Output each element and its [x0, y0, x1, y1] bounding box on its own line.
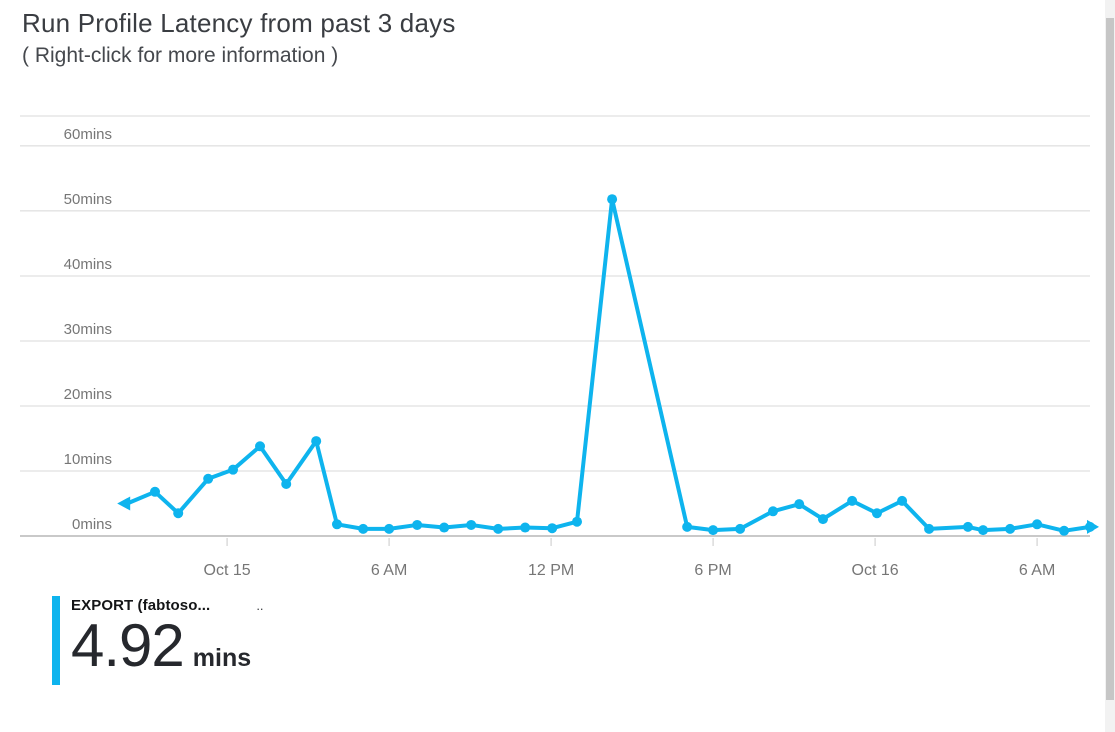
data-point-marker — [871, 508, 882, 519]
data-point-marker — [607, 194, 618, 205]
card-value: 4.92 — [71, 612, 185, 679]
y-axis-tick-label: 50mins — [64, 191, 112, 208]
card-body: EXPORT (fabtoso... .. 4.92 mins — [60, 596, 264, 685]
x-axis-tick-label: 6 AM — [371, 562, 407, 579]
data-point-marker — [149, 486, 160, 497]
data-point-marker — [203, 473, 214, 484]
metric-card[interactable]: EXPORT (fabtoso... .. 4.92 mins — [52, 596, 264, 685]
y-axis-tick-label: 40mins — [64, 256, 112, 273]
data-point-marker — [572, 516, 583, 527]
series-start-arrow-icon — [117, 496, 131, 511]
data-point-marker — [847, 495, 858, 506]
card-accent-bar — [52, 596, 60, 685]
data-point-marker — [1059, 525, 1070, 536]
data-point-marker — [412, 519, 423, 530]
chart-subtitle: ( Right-click for more information ) — [22, 44, 339, 67]
card-value-row: 4.92 mins — [71, 616, 264, 676]
data-point-marker — [520, 522, 531, 533]
data-point-marker — [358, 523, 369, 534]
chart-title: Run Profile Latency from past 3 days — [22, 8, 456, 38]
data-point-marker — [978, 525, 989, 536]
data-point-marker — [311, 436, 322, 447]
data-point-marker — [228, 464, 239, 475]
data-point-marker — [682, 521, 693, 532]
data-point-marker — [794, 499, 805, 510]
card-legend-label: EXPORT (fabtoso... — [71, 597, 211, 614]
data-point-marker — [493, 523, 504, 534]
data-point-marker — [173, 508, 184, 519]
scrollbar-thumb[interactable] — [1106, 18, 1114, 700]
y-axis-tick-label: 60mins — [64, 126, 112, 143]
x-axis-tick-label: Oct 15 — [204, 562, 251, 579]
data-point-marker — [255, 441, 266, 452]
latency-line-chart[interactable]: 60mins 50mins 40mins 30mins 20mins 10mins 0min… — [0, 0, 1115, 585]
x-axis-tick-label: 12 PM — [528, 562, 574, 579]
data-point-marker — [331, 519, 342, 530]
data-point-marker — [924, 523, 935, 534]
data-point-marker — [768, 506, 779, 517]
data-point-marker — [384, 523, 395, 534]
y-axis-tick-label: 30mins — [64, 321, 112, 338]
data-point-marker — [1005, 523, 1016, 534]
data-point-marker — [897, 495, 908, 506]
x-axis-tick-label: 6 PM — [694, 562, 731, 579]
card-value-unit: mins — [192, 644, 252, 672]
data-point-marker — [547, 523, 558, 534]
x-axis-tick-label: Oct 16 — [852, 562, 899, 579]
chart-header: Run Profile Latency from past 3 days ( R… — [22, 8, 456, 68]
scrollbar-track[interactable] — [1105, 0, 1115, 732]
data-point-marker — [1032, 519, 1043, 530]
data-point-marker — [439, 522, 450, 533]
latency-series-line — [125, 197, 1092, 533]
data-point-marker — [466, 519, 477, 530]
x-axis-tick-label: 6 AM — [1019, 562, 1055, 579]
data-point-marker — [817, 514, 828, 525]
data-point-marker — [735, 523, 746, 534]
y-axis-tick-label: 10mins — [64, 451, 112, 468]
card-legend-ellipsis: .. — [256, 598, 264, 613]
data-point-marker — [281, 478, 292, 489]
card-legend-row: EXPORT (fabtoso... .. — [71, 597, 264, 614]
y-axis-tick-label: 20mins — [64, 386, 112, 403]
data-point-marker — [962, 521, 973, 532]
y-axis-tick-label: 0mins — [72, 516, 112, 533]
series-end-arrow-icon — [1087, 519, 1099, 534]
data-point-marker — [708, 525, 719, 536]
